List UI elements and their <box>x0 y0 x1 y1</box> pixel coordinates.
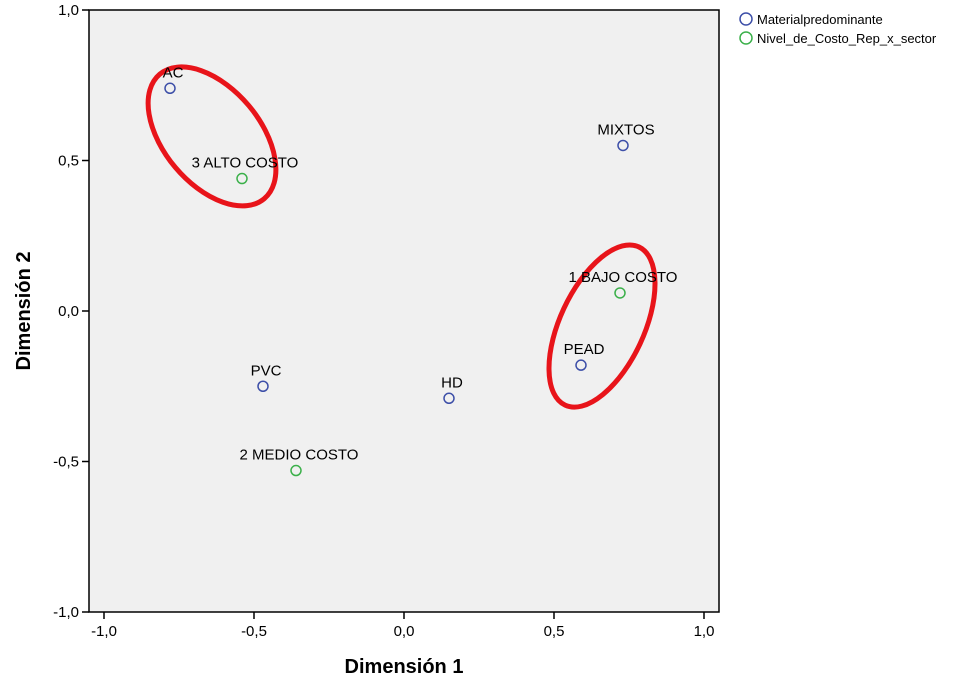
point-label: 1 BAJO COSTO <box>569 269 678 286</box>
plot-background <box>88 9 720 613</box>
point-label: 2 MEDIO COSTO <box>240 447 359 464</box>
point-label: AC <box>163 64 184 81</box>
data-points: AC MIXTOS PEAD PVC HD 3 ALTO COSTO 1 BAJO COST… <box>163 64 678 477</box>
legend-marker <box>739 31 753 45</box>
legend-label: Materialpredominante <box>757 12 883 27</box>
annotation-group <box>145 64 658 410</box>
data-point <box>164 82 176 95</box>
data-point <box>290 464 302 477</box>
data-point <box>617 139 629 152</box>
y-tick-label: 1,0 <box>58 2 79 19</box>
data-point <box>257 380 269 392</box>
data-point <box>614 287 626 299</box>
legend-label: Nivel_de_Costo_Rep_x_sector <box>757 31 937 46</box>
point-label: PEAD <box>564 341 605 358</box>
legend-marker <box>739 12 753 26</box>
y-tick-label: 0,0 <box>58 303 79 320</box>
data-point <box>575 359 587 371</box>
point-label: 3 ALTO COSTO <box>192 155 299 172</box>
axes: -1,0 -0,5 0,0 0,5 1,0 -1,0 -0,5 0,0 0,5 1,0 <box>53 2 714 640</box>
x-tick-label: 0,0 <box>394 623 415 640</box>
y-tick-label: 0,5 <box>58 153 79 170</box>
point-label: HD <box>441 374 463 391</box>
data-point <box>236 172 248 185</box>
x-tick-label: 1,0 <box>694 623 715 640</box>
x-tick-label: -1,0 <box>91 623 117 640</box>
x-axis-title: Dimensión 1 <box>345 656 464 678</box>
legend: Materialpredominante Nivel_de_Costo_Rep_x… <box>739 12 937 46</box>
point-label: MIXTOS <box>597 121 654 138</box>
highlight-ellipse <box>145 64 279 209</box>
y-tick-label: -0,5 <box>53 454 79 471</box>
x-tick-label: -0,5 <box>241 623 267 640</box>
point-label: PVC <box>251 362 282 379</box>
x-tick-label: 0,5 <box>544 623 565 640</box>
highlight-ellipse <box>546 242 658 410</box>
y-axis-title: Dimensión 2 <box>13 252 35 371</box>
y-tick-label: -1,0 <box>53 604 79 621</box>
data-point <box>443 392 455 405</box>
